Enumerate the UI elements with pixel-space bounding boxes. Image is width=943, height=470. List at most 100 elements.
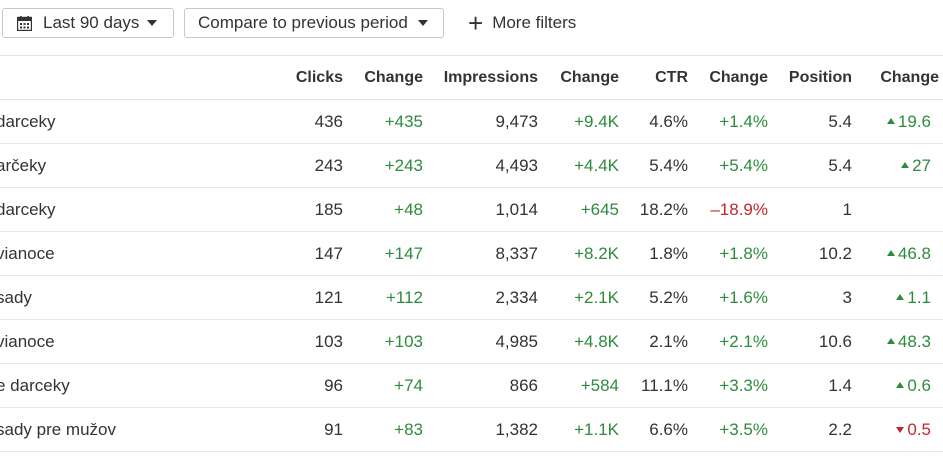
impressions-change-cell: +1.1K [538, 407, 619, 452]
clicks-change-cell: +74 [343, 363, 423, 408]
clicks-cell: 185 [248, 187, 343, 232]
table-row[interactable]: darceky 185 +48 1,014 +645 18.2% –18.9% 1 [0, 187, 943, 232]
chevron-down-icon [147, 20, 158, 26]
ctr-change-cell: +1.4% [688, 99, 768, 144]
position-change-cell: 48.3 [852, 319, 943, 364]
position-change-cell [852, 187, 943, 232]
ctr-change-cell: +5.4% [688, 143, 768, 188]
keywords-table: Clicks Change Impressions Change CTR Cha… [0, 56, 943, 452]
impressions-cell: 4,493 [423, 143, 538, 188]
ctr-cell: 5.2% [619, 275, 688, 320]
position-cell: 10.2 [768, 231, 852, 276]
clicks-cell: 436 [248, 99, 343, 144]
date-range-dropdown[interactable]: Last 90 days [2, 8, 174, 38]
keyword-header [0, 56, 248, 100]
table-row[interactable]: vianoce 103 +103 4,985 +4.8K 2.1% +2.1% 10.6 48.… [0, 319, 943, 364]
impressions-cell: 4,985 [423, 319, 538, 364]
ctr-change-cell: –18.9% [688, 187, 768, 232]
clicks-cell: 243 [248, 143, 343, 188]
table-row[interactable]: e darceky 96 +74 866 +584 11.1% +3.3% 1.4 0.6 [0, 363, 943, 408]
ctr-cell: 1.8% [619, 231, 688, 276]
table-row[interactable]: sady pre mužov 91 +83 1,382 +1.1K 6.6% +3.5% 2.… [0, 407, 943, 452]
compare-period-dropdown[interactable]: Compare to previous period [184, 8, 444, 38]
clicks-cell: 91 [248, 407, 343, 452]
plus-icon: + [468, 8, 484, 38]
position-cell: 2.2 [768, 407, 852, 452]
position-change-cell: 46.8 [852, 231, 943, 276]
position-cell: 5.4 [768, 143, 852, 188]
clicks-cell: 103 [248, 319, 343, 364]
impressions-header[interactable]: Impressions [423, 56, 538, 100]
impressions-cell: 9,473 [423, 99, 538, 144]
impressions-change-cell: +8.2K [538, 231, 619, 276]
position-cell: 3 [768, 275, 852, 320]
position-change-cell: 0.6 [852, 363, 943, 408]
impressions-change-header[interactable]: Change [538, 56, 619, 100]
clicks-change-cell: +435 [343, 99, 423, 144]
impressions-cell: 1,014 [423, 187, 538, 232]
ctr-change-cell: +2.1% [688, 319, 768, 364]
impressions-change-cell: +2.1K [538, 275, 619, 320]
table-row[interactable]: vianoce 147 +147 8,337 +8.2K 1.8% +1.8% 10.2 46.… [0, 231, 943, 276]
keyword-cell[interactable]: vianoce [0, 319, 248, 364]
clicks-change-cell: +83 [343, 407, 423, 452]
ctr-change-cell: +1.8% [688, 231, 768, 276]
more-filters-label: More filters [492, 13, 577, 32]
clicks-change-cell: +103 [343, 319, 423, 364]
keyword-cell[interactable]: sady pre mužov [0, 407, 248, 452]
clicks-cell: 147 [248, 231, 343, 276]
keyword-cell[interactable]: arčeky [0, 143, 248, 188]
ctr-cell: 2.1% [619, 319, 688, 364]
clicks-header[interactable]: Clicks [248, 56, 343, 100]
position-cell: 10.6 [768, 319, 852, 364]
clicks-change-cell: +243 [343, 143, 423, 188]
table-header-row: Clicks Change Impressions Change CTR Cha… [0, 56, 943, 100]
ctr-change-cell: +1.6% [688, 275, 768, 320]
table-row[interactable]: darceky 436 +435 9,473 +9.4K 4.6% +1.4% 5.4 19.6 [0, 99, 943, 144]
ctr-change-header[interactable]: Change [688, 56, 768, 100]
impressions-cell: 2,334 [423, 275, 538, 320]
impressions-cell: 866 [423, 363, 538, 408]
table-row[interactable]: arčeky 243 +243 4,493 +4.4K 5.4% +5.4% 5.4 27 [0, 143, 943, 188]
keyword-cell[interactable]: e darceky [0, 363, 248, 408]
divider [0, 55, 943, 56]
date-range-label: Last 90 days [43, 13, 140, 32]
position-change-header[interactable]: Change [852, 56, 943, 100]
ctr-cell: 4.6% [619, 99, 688, 144]
keyword-cell[interactable]: darceky [0, 187, 248, 232]
impressions-change-cell: +4.8K [538, 319, 619, 364]
chevron-down-icon [417, 20, 428, 26]
ctr-change-cell: +3.3% [688, 363, 768, 408]
calendar-icon [17, 15, 32, 31]
position-change-cell: 1.1 [852, 275, 943, 320]
position-cell: 1.4 [768, 363, 852, 408]
clicks-cell: 121 [248, 275, 343, 320]
clicks-change-cell: +48 [343, 187, 423, 232]
ctr-cell: 18.2% [619, 187, 688, 232]
ctr-header[interactable]: CTR [619, 56, 688, 100]
clicks-change-cell: +112 [343, 275, 423, 320]
impressions-change-cell: +9.4K [538, 99, 619, 144]
impressions-change-cell: +645 [538, 187, 619, 232]
clicks-change-cell: +147 [343, 231, 423, 276]
ctr-cell: 11.1% [619, 363, 688, 408]
filter-bar: Last 90 days Compare to previous period … [0, 0, 943, 56]
position-change-cell: 27 [852, 143, 943, 188]
position-cell: 1 [768, 187, 852, 232]
ctr-cell: 6.6% [619, 407, 688, 452]
keyword-cell[interactable]: darceky [0, 99, 248, 144]
impressions-change-cell: +584 [538, 363, 619, 408]
position-cell: 5.4 [768, 99, 852, 144]
position-header[interactable]: Position [768, 56, 852, 100]
more-filters-button[interactable]: + More filters [468, 8, 576, 38]
keyword-cell[interactable]: sady [0, 275, 248, 320]
clicks-change-header[interactable]: Change [343, 56, 423, 100]
impressions-cell: 8,337 [423, 231, 538, 276]
clicks-cell: 96 [248, 363, 343, 408]
position-change-cell: 19.6 [852, 99, 943, 144]
position-change-cell: 0.5 [852, 407, 943, 452]
ctr-cell: 5.4% [619, 143, 688, 188]
keyword-cell[interactable]: vianoce [0, 231, 248, 276]
compare-label: Compare to previous period [198, 13, 408, 32]
